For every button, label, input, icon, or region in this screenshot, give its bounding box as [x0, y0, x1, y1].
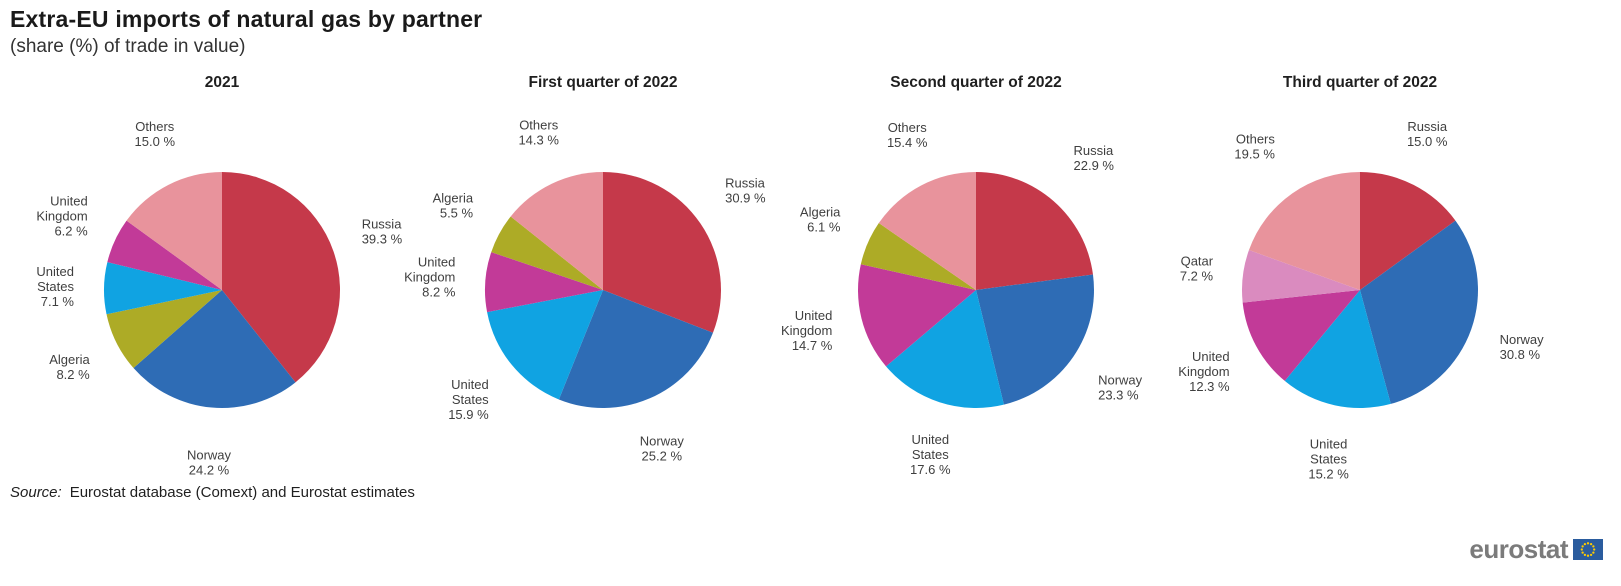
eu-flag-icon [1573, 539, 1603, 560]
pie-svg-2021: Russia 39.3 % Norway 24.2 % Algeria 8.2 % Unit… [36, 119, 403, 477]
slice-label-russia: Russia 39.3 % [362, 217, 403, 247]
slice-label-united-states: United States 17.6 % [910, 432, 951, 477]
slice-label-qatar: Qatar 7.2 % [1180, 253, 1214, 283]
slice-label-others: Others 15.0 % [135, 119, 176, 149]
chart-title-q2-2022: Second quarter of 2022 [890, 74, 1062, 91]
pie-chart-2021: 2021 Russia 39.3 % Norway 24.2 % Algeria 8.2 … [0, 68, 452, 508]
slice-label-algeria: Algeria 5.5 % [433, 191, 474, 221]
slice-label-united-states: United States 15.2 % [1308, 437, 1349, 482]
slice-label-united-kingdom: United Kingdom 8.2 % [404, 255, 456, 300]
pie-chart-q2-2022: Second quarter of 2022 Russia 22.9 % Norwa… [746, 68, 1206, 508]
pie-slice-algeria [106, 290, 222, 369]
slice-label-united-kingdom: United Kingdom 14.7 % [781, 308, 833, 353]
pie-slice-russia [1360, 172, 1456, 290]
slice-label-united-kingdom: United Kingdom 12.3 % [1178, 349, 1230, 394]
source-label: Source: [10, 484, 62, 501]
slice-label-algeria: Algeria 6.1 % [800, 204, 841, 234]
chart-title-q3-2022: Third quarter of 2022 [1282, 74, 1438, 91]
slice-label-algeria: Algeria 8.2 % [49, 352, 90, 382]
pie-slice-qatar [1241, 250, 1360, 303]
slice-label-russia: Russia 30.9 % [725, 176, 766, 206]
pie-slice-norway [558, 290, 713, 409]
source-text: Eurostat database (Comext) and Eurostat … [69, 484, 415, 501]
pie-slice-united-states [104, 262, 222, 315]
slice-label-united-states: United States 7.1 % [36, 264, 74, 309]
slice-label-norway: Norway 25.2 % [640, 434, 685, 464]
eurostat-logo-text: eurostat [1469, 534, 1568, 564]
eurostat-logo: eurostat [1469, 534, 1603, 565]
slice-label-united-states: United States 15.9 % [448, 377, 489, 422]
slice-label-norway: Norway 30.8 % [1500, 332, 1545, 362]
pie-slice-norway [133, 290, 296, 408]
slice-label-others: Others 19.5 % [1234, 132, 1275, 162]
slice-label-united-kingdom: United Kingdom 6.2 % [36, 193, 88, 238]
pie-slice-russia [222, 172, 340, 383]
pie-chart-q1-2022: First quarter of 2022 Russia 30.9 % Norway… [373, 68, 833, 508]
pie-slice-united-kingdom [1242, 290, 1360, 381]
pie-slice-others [510, 172, 603, 290]
pie-slice-united-states [487, 290, 603, 400]
slice-label-others: Others 15.4 % [887, 120, 928, 150]
slice-label-norway: Norway 23.3 % [1098, 372, 1143, 402]
slice-label-russia: Russia 15.0 % [1407, 119, 1448, 149]
pie-slice-others [1248, 172, 1360, 290]
pie-slice-algeria [860, 223, 976, 290]
pie-svg-q1-2022: Russia 30.9 % Norway 25.2 % United States 15.9… [404, 117, 766, 464]
pie-svg-q3-2022: Russia 15.0 % Norway 30.8 % United States 15.2… [1178, 119, 1545, 482]
pie-slice-russia [603, 172, 721, 333]
pie-chart-q3-2022: Third quarter of 2022 Russia 15.0 % Norway… [1130, 68, 1590, 508]
chart-title-q1-2022: First quarter of 2022 [528, 74, 678, 91]
pie-slice-russia [976, 172, 1093, 290]
chart-title-2021: 2021 [204, 74, 240, 91]
pie-slice-algeria [491, 216, 603, 290]
pie-slice-united-states [886, 290, 1004, 408]
pie-slice-others [878, 172, 976, 290]
slice-label-norway: Norway 24.2 % [187, 447, 232, 477]
slice-label-others: Others 14.3 % [518, 117, 559, 147]
pie-slice-others [126, 172, 222, 290]
pie-slice-united-kingdom [484, 252, 603, 313]
page-subtitle: (share (%) of trade in value) [10, 36, 246, 57]
source-line: Source: Eurostat database (Comext) and Eu… [10, 484, 415, 501]
page-title: Extra-EU imports of natural gas by partn… [10, 6, 483, 32]
pie-svg-q2-2022: Russia 22.9 % Norway 23.3 % United States 17.6… [781, 120, 1143, 477]
slice-label-russia: Russia 22.9 % [1074, 143, 1115, 173]
pie-slice-norway [976, 274, 1094, 405]
pie-slice-norway [1360, 220, 1479, 404]
pie-slice-united-kingdom [107, 220, 222, 290]
pie-slice-united-states [1284, 290, 1391, 409]
pie-slice-united-kingdom [857, 264, 976, 367]
